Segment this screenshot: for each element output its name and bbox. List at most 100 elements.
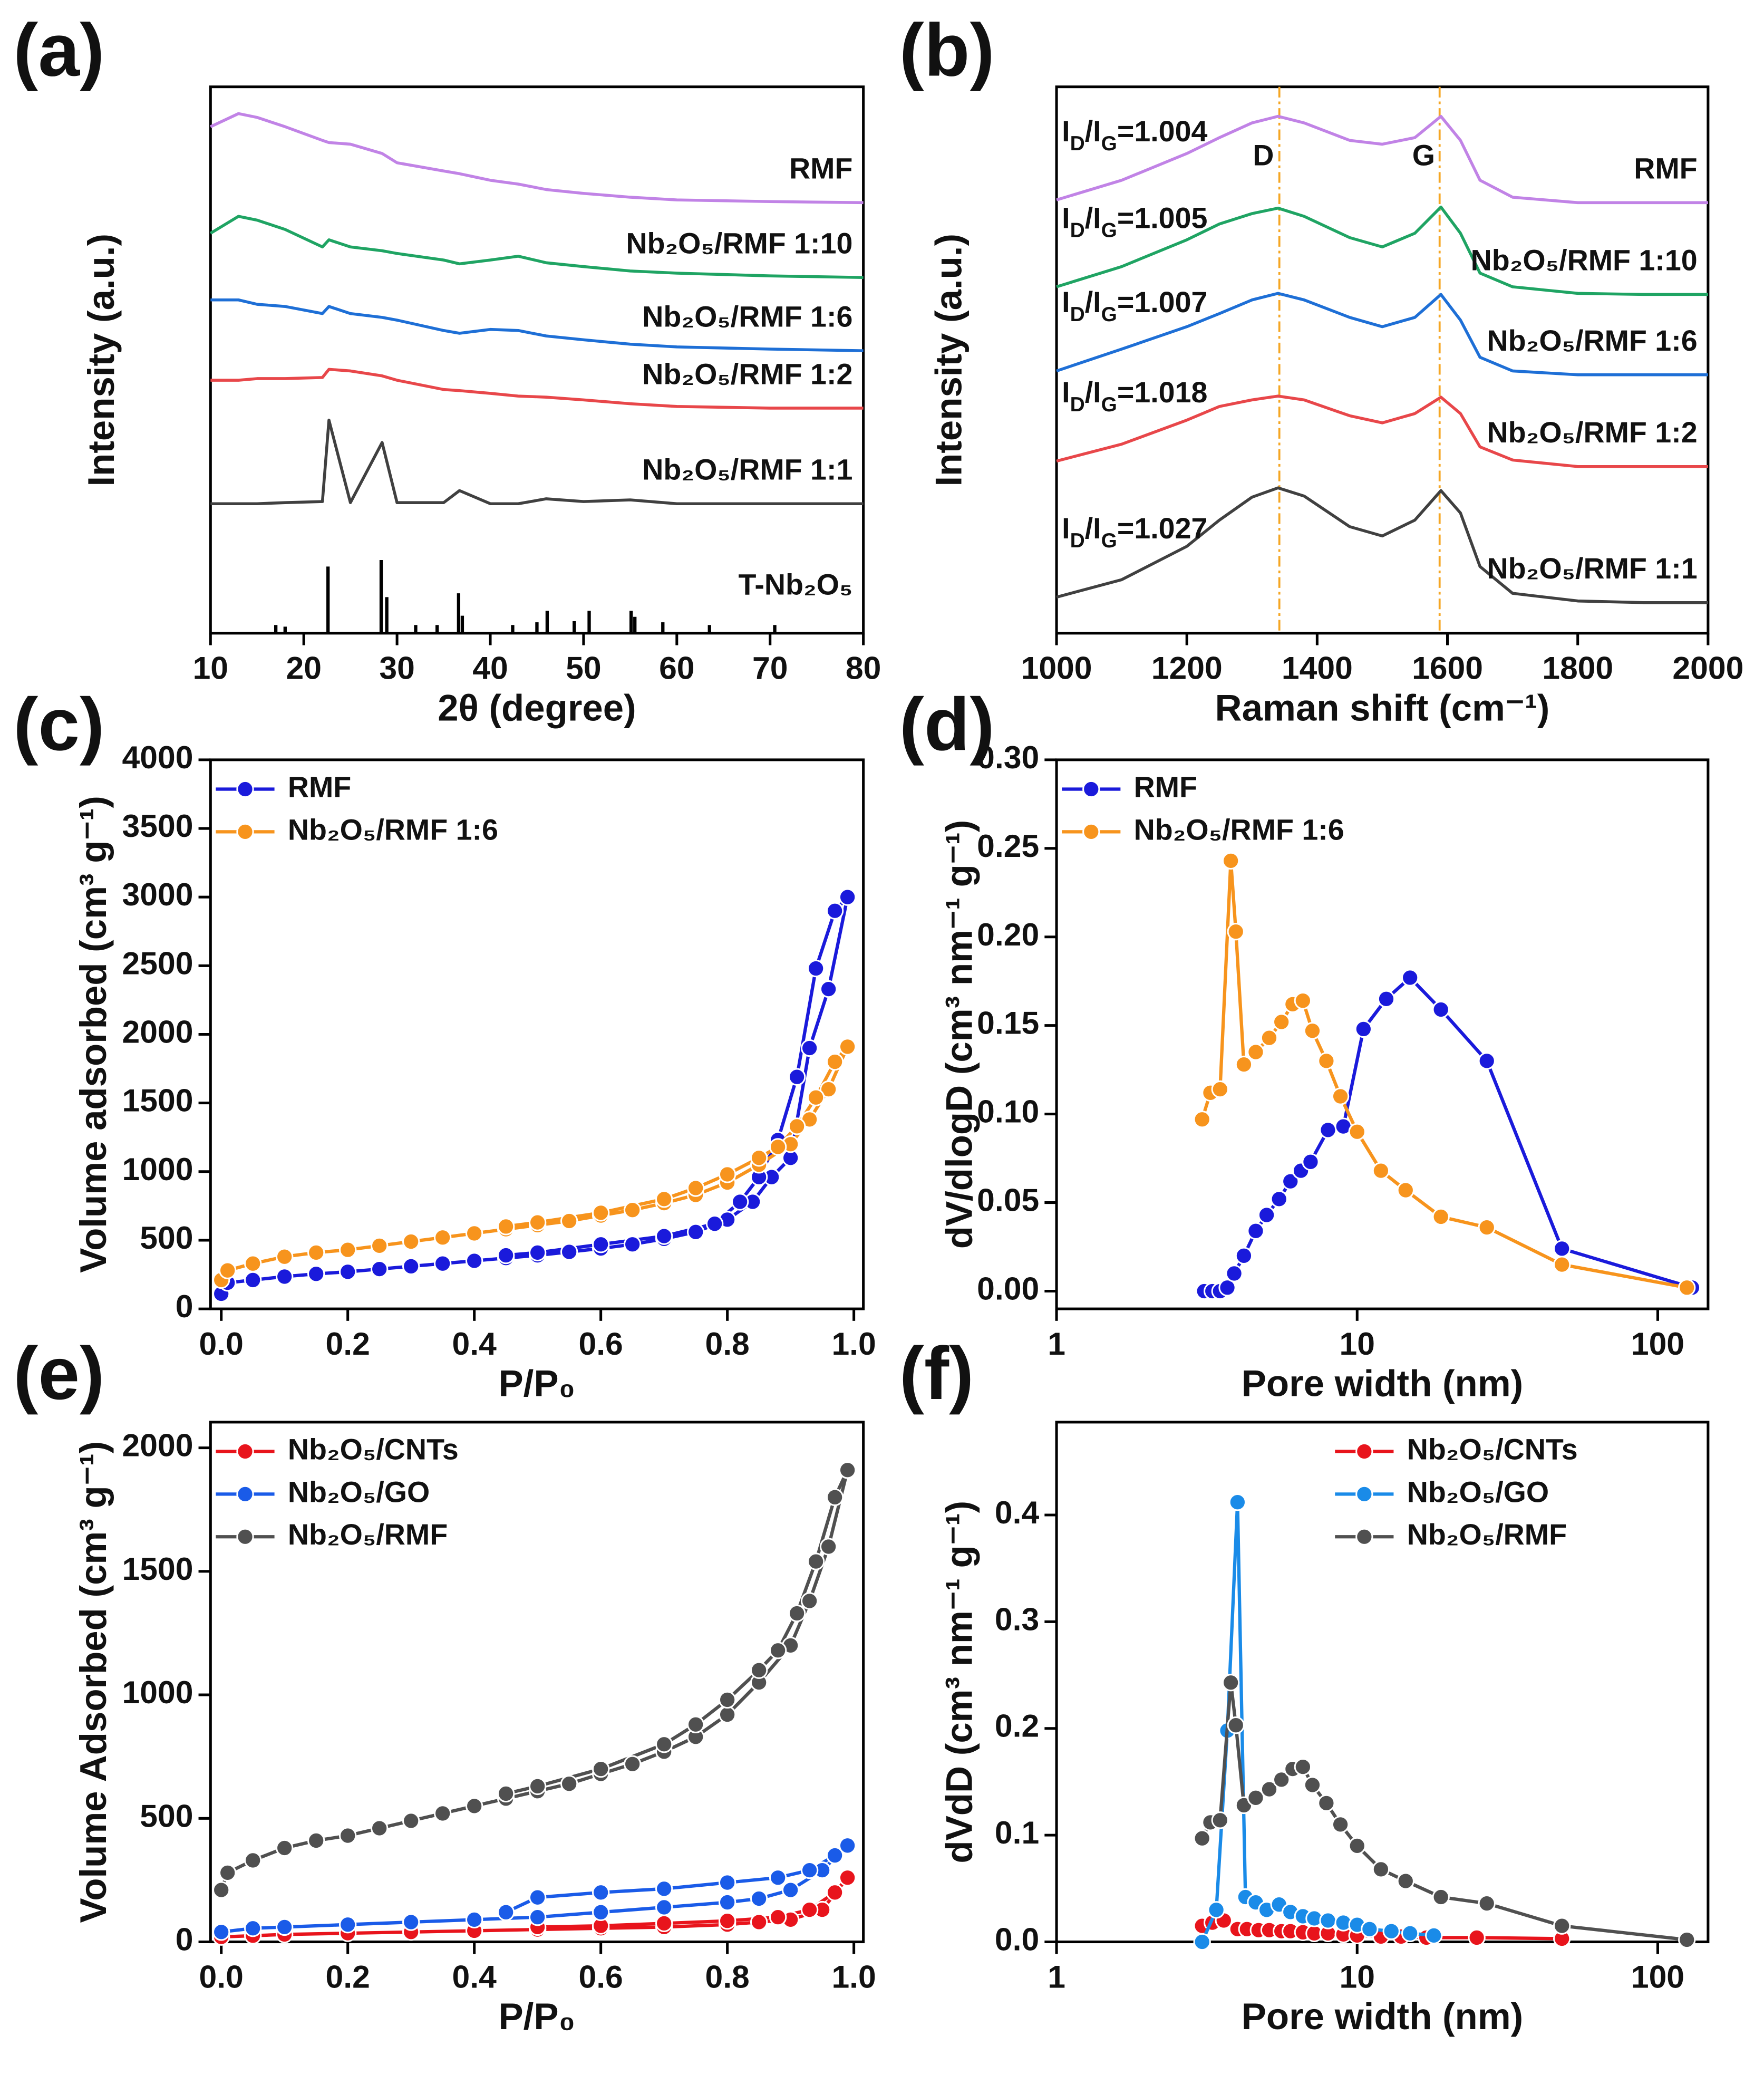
x-tick-label: 70 [752, 650, 788, 686]
x-axis-label: P/P₀ [498, 1362, 575, 1404]
x-tick-label: 100 [1631, 1958, 1684, 1994]
legend-label: Nb₂O₅/GO [1407, 1475, 1549, 1508]
marker [497, 1903, 515, 1921]
y-tick-label: 0.25 [977, 828, 1039, 864]
legend-marker [1355, 1528, 1373, 1546]
marker [800, 1592, 819, 1610]
y-tick-label: 1500 [122, 1083, 193, 1118]
marker [212, 1923, 230, 1941]
ratio-annotation: ID/IG=1.007 [1062, 286, 1207, 326]
marker [800, 1900, 819, 1919]
marker [276, 1248, 294, 1266]
marker [560, 1775, 578, 1793]
x-tick-label: 1.0 [831, 1326, 876, 1362]
marker [276, 1839, 294, 1857]
legend-label: Nb₂O₅/CNTs [288, 1433, 459, 1465]
marker [1193, 1111, 1211, 1128]
marker [1260, 1029, 1278, 1047]
marker [826, 1884, 844, 1902]
marker [750, 1149, 768, 1167]
x-tick-label: 1400 [1282, 650, 1353, 686]
marker [339, 1916, 357, 1934]
marker [1478, 1894, 1496, 1913]
marker [838, 1869, 857, 1887]
x-tick-label: 0.0 [199, 1958, 244, 1994]
marker [244, 1271, 262, 1289]
marker [1401, 969, 1419, 987]
marker [655, 1914, 673, 1933]
y-tick-label: 2000 [122, 1427, 193, 1463]
x-tick-label: 0.2 [326, 1326, 370, 1362]
marker [433, 1804, 452, 1822]
marker [1225, 1265, 1243, 1282]
legend-label: Nb₂O₅/RMF [288, 1518, 448, 1551]
marker [1235, 1055, 1253, 1074]
panel-label: (a) [13, 8, 104, 92]
marker [1294, 991, 1312, 1010]
marker [807, 959, 825, 978]
x-tick-label: 40 [472, 650, 508, 686]
marker [686, 1223, 705, 1241]
marker [1272, 1013, 1291, 1031]
marker [718, 1874, 736, 1892]
series-label: T-Nb₂O₅ [739, 568, 853, 601]
series-line [1056, 292, 1708, 377]
legend-marker [236, 1528, 254, 1546]
x-tick-label: 1 [1048, 1958, 1065, 1994]
x-tick-label: 80 [846, 650, 881, 686]
marker [307, 1831, 325, 1850]
x-tick-label: 1000 [1021, 650, 1092, 686]
x-tick-label: 10 [1340, 1326, 1375, 1362]
x-tick-label: 0.4 [452, 1958, 497, 1994]
x-axis-label: P/P₀ [498, 1995, 575, 2037]
marker [819, 980, 838, 998]
series-label: Nb₂O₅/RMF 1:2 [1487, 416, 1698, 449]
marker [1331, 1816, 1350, 1834]
series-line [1056, 486, 1708, 604]
marker [1678, 1279, 1696, 1297]
marker [339, 1827, 357, 1845]
series-label: Nb₂O₅/RMF 1:1 [1487, 552, 1698, 585]
x-tick-label: 1200 [1151, 650, 1223, 686]
x-tick-label: 1.0 [831, 1958, 876, 1994]
marker [800, 1039, 819, 1057]
series-line [210, 418, 864, 506]
marker [1553, 1917, 1571, 1935]
marker [339, 1241, 357, 1259]
y-tick-label: 0.3 [995, 1601, 1039, 1637]
x-tick-label: 50 [566, 650, 601, 686]
marker [1303, 1022, 1322, 1040]
x-tick-label: 30 [379, 650, 414, 686]
y-tick-label: 0.15 [977, 1005, 1039, 1041]
y-tick-label: 0.00 [977, 1271, 1039, 1307]
marker [838, 1461, 857, 1479]
legend-marker [1355, 1485, 1373, 1503]
y-tick-label: 0.2 [995, 1708, 1039, 1744]
marker [339, 1263, 357, 1281]
marker [788, 1117, 806, 1135]
marker [769, 1642, 787, 1659]
marker [655, 1880, 673, 1898]
y-axis-label: Volume adsorbed (cm³ g⁻¹) [72, 796, 114, 1273]
x-axis-label: Pore width (nm) [1242, 1362, 1524, 1404]
marker [623, 1201, 642, 1219]
marker [402, 1812, 420, 1830]
marker [718, 1691, 736, 1709]
marker [1432, 1000, 1450, 1019]
marker [244, 1255, 262, 1272]
marker [1397, 1872, 1414, 1890]
marker [1303, 1776, 1322, 1794]
legend-label: RMF [288, 770, 351, 803]
marker [560, 1212, 578, 1230]
y-tick-label: 500 [140, 1798, 193, 1834]
marker [465, 1224, 483, 1242]
marker [1372, 1860, 1390, 1878]
y-tick-label: 2000 [122, 1014, 193, 1050]
marker [750, 1661, 768, 1679]
x-tick-label: 0.6 [578, 1958, 623, 1994]
marker [1432, 1888, 1450, 1906]
marker [592, 1236, 610, 1253]
marker [1222, 1674, 1240, 1692]
marker [1193, 1933, 1211, 1951]
